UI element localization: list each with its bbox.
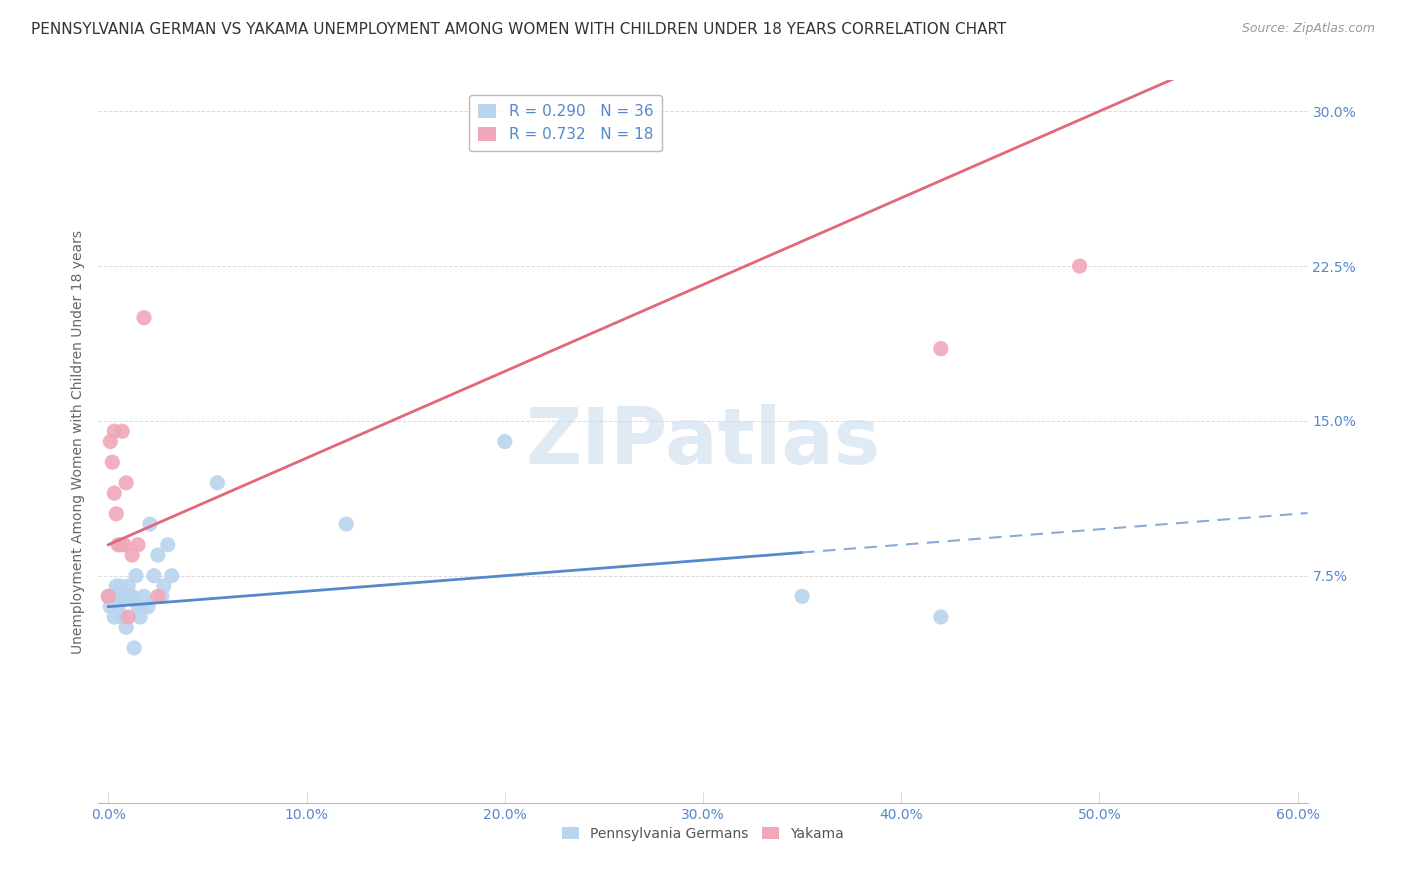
Point (117, 610, 139, 624)
Point (160, 568, 183, 582)
Point (115, 475, 138, 490)
Point (929, 610, 952, 624)
Point (132, 310, 155, 325)
Point (790, 590, 813, 604)
Point (131, 599, 153, 614)
Point (101, 455, 124, 469)
Point (117, 590, 139, 604)
Point (101, 590, 124, 604)
Point (207, 475, 229, 490)
Point (98, 434, 121, 449)
Point (121, 548, 143, 562)
Point (153, 579, 176, 593)
Text: Source: ZipAtlas.com: Source: ZipAtlas.com (1241, 22, 1375, 36)
Point (115, 620, 138, 634)
Point (98, 599, 121, 614)
Text: ZIPatlas: ZIPatlas (526, 403, 880, 480)
Point (111, 590, 134, 604)
Point (132, 590, 155, 604)
Point (929, 342, 952, 356)
Point (112, 590, 135, 604)
Point (111, 424, 134, 438)
Text: PENNSYLVANIA GERMAN VS YAKAMA UNEMPLOYMENT AMONG WOMEN WITH CHILDREN UNDER 18 YE: PENNSYLVANIA GERMAN VS YAKAMA UNEMPLOYME… (31, 22, 1007, 37)
Point (156, 538, 179, 552)
Y-axis label: Unemployment Among Women with Children Under 18 years: Unemployment Among Women with Children U… (70, 229, 84, 654)
Point (117, 579, 139, 593)
Point (1069, 259, 1091, 273)
Point (112, 538, 135, 552)
Point (107, 599, 129, 614)
Point (146, 590, 169, 604)
Point (122, 640, 145, 655)
Point (150, 590, 173, 604)
Point (110, 579, 132, 593)
Point (136, 599, 159, 614)
Point (103, 590, 125, 604)
Point (335, 517, 357, 532)
Point (142, 568, 165, 582)
Point (111, 610, 134, 624)
Point (105, 507, 128, 521)
Point (125, 568, 148, 582)
Point (120, 590, 142, 604)
Point (110, 538, 132, 552)
Legend: Pennsylvania Germans, Yakama: Pennsylvania Germans, Yakama (557, 822, 849, 847)
Point (107, 538, 129, 552)
Point (97, 590, 120, 604)
Point (103, 424, 125, 438)
Point (103, 610, 125, 624)
Point (127, 599, 149, 614)
Point (121, 590, 143, 604)
Point (139, 517, 162, 532)
Point (494, 434, 516, 449)
Point (107, 590, 129, 604)
Point (105, 579, 128, 593)
Point (97, 590, 120, 604)
Point (127, 538, 149, 552)
Point (146, 548, 169, 562)
Point (129, 610, 152, 624)
Point (103, 486, 125, 500)
